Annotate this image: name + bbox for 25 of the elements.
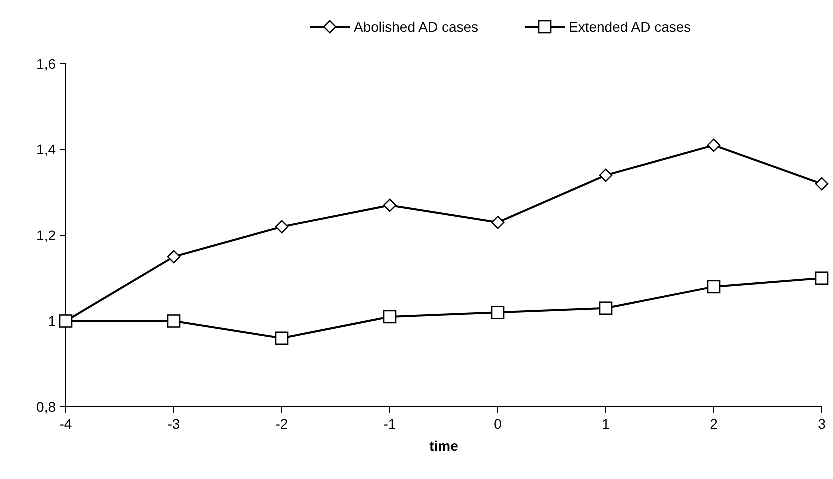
point (275, 332, 289, 346)
x-tick-label: 3 (818, 416, 826, 432)
y-tick-label: 1 (48, 313, 56, 330)
x-tick-label: -3 (168, 416, 180, 432)
point (707, 280, 721, 294)
x-tick-label: 2 (710, 416, 718, 432)
point (599, 302, 613, 316)
point (491, 306, 505, 320)
x-tick-label: -4 (60, 416, 72, 432)
point (383, 310, 397, 324)
x-tick-label: 1 (602, 416, 610, 432)
point (815, 272, 829, 286)
x-tick-label: -2 (276, 416, 288, 432)
x-axis-title: time (430, 438, 459, 454)
x-tick-label: -1 (384, 416, 396, 432)
point (59, 314, 73, 328)
legend-label: Abolished AD cases (354, 18, 479, 35)
y-tick-label: 0,8 (36, 398, 56, 415)
legend-label: Extended AD cases (569, 18, 692, 35)
y-tick-label: 1,2 (36, 227, 56, 244)
y-tick-label: 1,4 (36, 142, 56, 158)
point (167, 314, 181, 328)
point (599, 168, 613, 182)
y-tick-label: 1,6 (36, 56, 56, 72)
x-tick-label: 0 (494, 416, 502, 432)
